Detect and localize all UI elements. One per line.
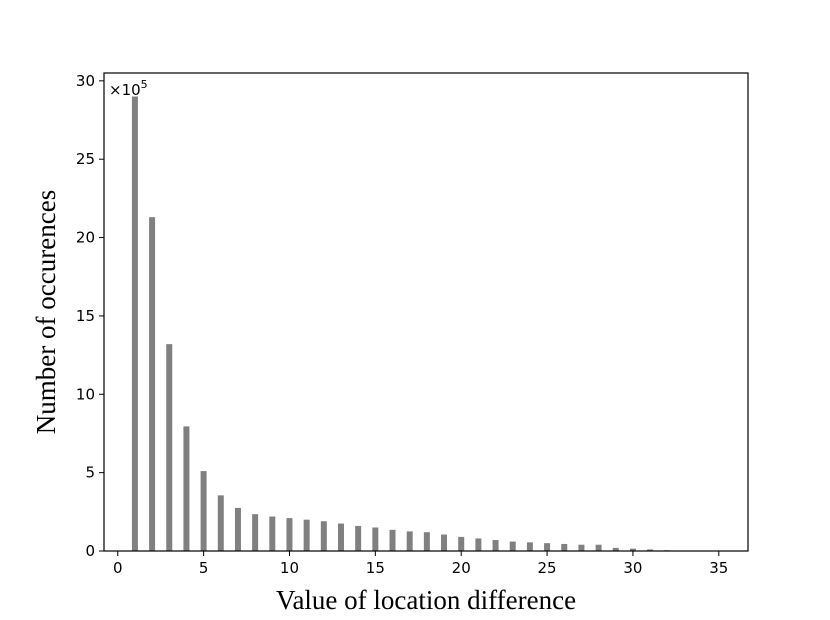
y-tick-label: 5 — [85, 464, 95, 482]
y-tick-label: 30 — [76, 72, 95, 90]
bar-26 — [561, 543, 568, 551]
bar-25 — [544, 543, 551, 551]
y-axis-ticks: 0 5 10 15 20 25 30 — [76, 72, 104, 560]
y-tick-label: 0 — [85, 542, 95, 560]
bar-7 — [234, 507, 241, 551]
bar-18 — [423, 532, 430, 551]
bar-16 — [389, 529, 396, 551]
bar-21 — [475, 538, 482, 551]
bar-5 — [200, 471, 207, 551]
plot-frame — [103, 72, 749, 552]
bar-28 — [595, 544, 602, 551]
y-axis-offset-label: ×105 — [109, 78, 148, 99]
bar-20 — [458, 536, 465, 551]
bar-15 — [372, 527, 379, 551]
bar-4 — [183, 426, 190, 551]
y-tick-label: 20 — [76, 229, 95, 247]
x-tick-label: 5 — [199, 559, 209, 577]
x-axis-ticks: 0 5 10 15 20 25 30 35 — [113, 551, 728, 577]
bar-1 — [131, 96, 138, 551]
x-tick-label: 15 — [366, 559, 385, 577]
y-tick-label: 10 — [76, 385, 95, 403]
x-tick-label: 10 — [280, 559, 299, 577]
bar-22 — [492, 540, 499, 551]
bar-9 — [269, 516, 276, 551]
y-tick-label: 25 — [76, 150, 95, 168]
bar-12 — [320, 521, 327, 551]
x-tick-label: 25 — [538, 559, 557, 577]
x-tick-label: 20 — [452, 559, 471, 577]
bar-17 — [406, 531, 413, 551]
bar-10 — [286, 518, 293, 551]
bar-3 — [166, 344, 173, 551]
y-offset-base: ×10 — [109, 81, 141, 99]
x-tick-label: 0 — [113, 559, 123, 577]
y-offset-exponent: 5 — [141, 78, 148, 91]
bar-13 — [337, 523, 344, 551]
bars-group — [131, 96, 722, 551]
bar-23 — [509, 541, 516, 551]
bar-31 — [647, 549, 654, 551]
x-tick-label: 30 — [623, 559, 642, 577]
bar-14 — [355, 525, 362, 551]
bar-27 — [578, 544, 585, 551]
y-tick-label: 15 — [76, 307, 95, 325]
bar-24 — [526, 542, 533, 551]
bar-30 — [629, 548, 636, 551]
bar-8 — [252, 514, 259, 551]
bar-2 — [149, 217, 156, 551]
bar-6 — [217, 495, 224, 551]
x-tick-label: 35 — [709, 559, 728, 577]
bar-11 — [303, 519, 310, 551]
x-axis-label: Value of location difference — [276, 585, 576, 615]
y-axis-label: Number of occurences — [31, 190, 61, 434]
bar-19 — [441, 534, 448, 551]
bar-29 — [612, 547, 619, 551]
